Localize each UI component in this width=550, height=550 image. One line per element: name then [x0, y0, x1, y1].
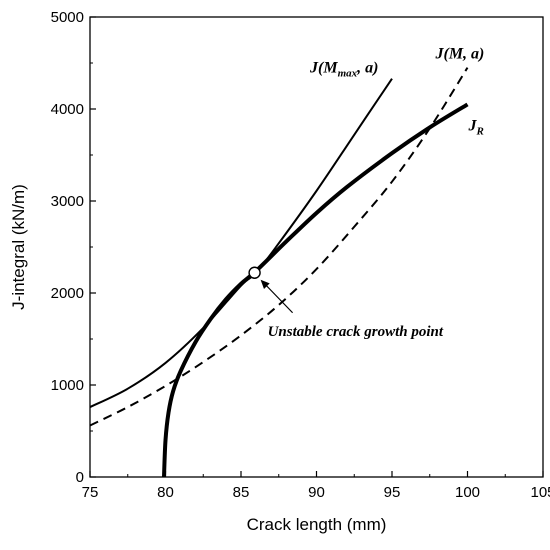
- series-label-j-mmax: J(Mmax, a): [309, 60, 378, 80]
- series-label-jr-main: J: [468, 117, 478, 134]
- series-line-j-mmax: [89, 78, 393, 408]
- series-label-j-mmax-end: , a): [356, 60, 378, 77]
- x-tick-label: 95: [384, 484, 401, 501]
- x-tick-label: 75: [82, 484, 99, 501]
- annotation-arrow: [264, 283, 294, 314]
- y-axis: 0 1000 2000 3000 4000 5000: [51, 9, 96, 486]
- y-tick-label: 3000: [51, 193, 84, 210]
- series-label-j-mmax-sub: max: [338, 68, 358, 80]
- y-tick-label: 2000: [51, 285, 84, 302]
- curve-labels: J(Mmax, a) J(M, a) JR: [309, 46, 484, 138]
- plot-frame: [89, 16, 544, 478]
- annotation: Unstable crack growth point: [248, 266, 444, 340]
- y-tick-label: 1000: [51, 377, 84, 394]
- series-line-j-ma: [89, 67, 469, 427]
- y-tick-label: 4000: [51, 101, 84, 118]
- unstable-point-marker: [248, 266, 261, 279]
- annotation-text: Unstable crack growth point: [268, 324, 444, 340]
- annotation-arrowhead: [260, 279, 270, 289]
- series-label-j-mmax-main: J(M: [309, 60, 338, 77]
- y-tick-label: 5000: [51, 9, 84, 26]
- x-axis-label: Crack length (mm): [247, 515, 387, 534]
- x-tick-label: 85: [233, 484, 250, 501]
- x-tick-label: 105: [530, 484, 550, 501]
- y-axis-label: J-integral (kN/m): [9, 184, 28, 310]
- x-tick-label: 90: [308, 484, 325, 501]
- series-layer: [89, 67, 469, 478]
- series-label-j-ma: J(M, a): [435, 46, 485, 63]
- x-tick-label: 100: [455, 484, 480, 501]
- x-tick-label: 80: [157, 484, 174, 501]
- x-axis: 75 80 85 90 95 100 105: [82, 471, 550, 501]
- y-tick-label: 0: [76, 469, 84, 486]
- series-line-jr: [161, 102, 469, 478]
- plot-area: [89, 16, 544, 478]
- series-label-jr-sub: R: [476, 125, 484, 137]
- series-label-jr: JR: [468, 117, 484, 137]
